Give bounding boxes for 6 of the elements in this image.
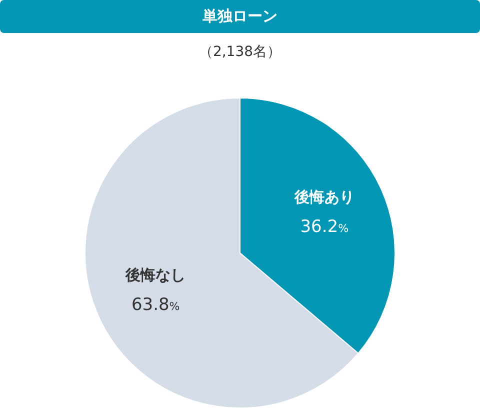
slice-label: 後悔なし (124, 266, 186, 284)
data-label: 36.2% (300, 216, 349, 237)
data-label: 63.8% (131, 295, 180, 316)
chart-subtitle: （2,138名） (198, 43, 282, 62)
slice-label: 後悔あり (293, 188, 354, 206)
chart-title: 単独ローン (0, 0, 480, 33)
